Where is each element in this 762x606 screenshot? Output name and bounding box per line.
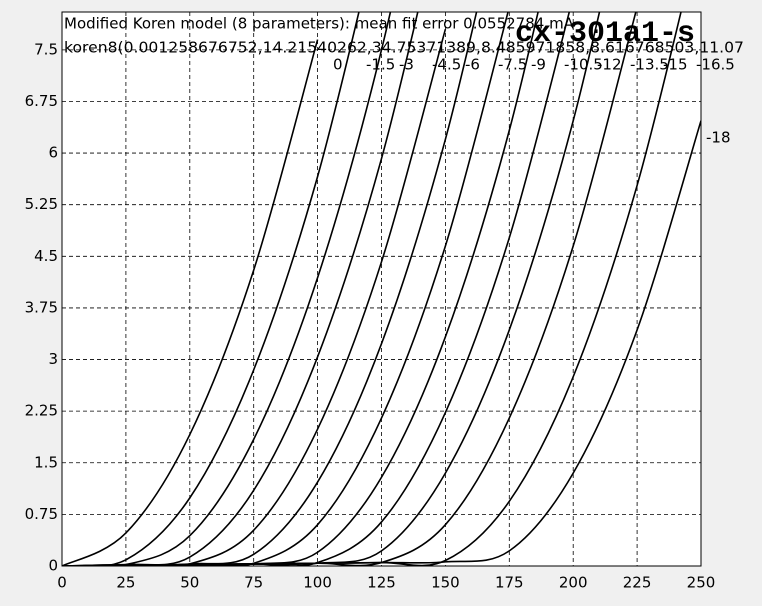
curves [62, 12, 701, 566]
curve-label: 0 [333, 56, 343, 74]
curve-label: -10.5 [564, 56, 603, 74]
chart-title: Modified Koren model (8 parameters): mea… [64, 15, 575, 33]
curve-label: -4.5 [432, 56, 461, 74]
grid [61, 12, 702, 567]
y-tick-label: 4.5 [34, 247, 58, 265]
curve-label: -3 [399, 56, 414, 74]
x-tick-label: 100 [303, 574, 332, 592]
y-tick-label: 5.25 [25, 195, 58, 213]
x-tick-label: 150 [431, 574, 460, 592]
y-tick-label: 3.75 [25, 298, 58, 316]
x-tick-label: 0 [57, 574, 67, 592]
y-tick-label: 2.25 [25, 402, 58, 420]
x-tick-label: 125 [367, 574, 396, 592]
x-tick-label: 200 [559, 574, 588, 592]
y-tick-label: 0 [48, 557, 58, 575]
y-tick-label: 0.75 [25, 505, 58, 523]
y-tick-label: 3 [48, 350, 58, 368]
curve-label: -9 [531, 56, 546, 74]
annotation: cx-301a1-s [515, 17, 695, 51]
curve [62, 39, 319, 566]
y-tick-label: 1.5 [34, 453, 58, 471]
curve-label: -13.5 [630, 56, 669, 74]
curve-label: -7.5 [498, 56, 527, 74]
curve [62, 12, 392, 566]
curve-label: -6 [465, 56, 480, 74]
curve [62, 120, 701, 566]
curve-label: -12 [597, 56, 622, 74]
curve [62, 12, 360, 566]
y-tick-label: 7.5 [34, 40, 58, 58]
x-tick-label: 225 [623, 574, 652, 592]
x-tick-label: 175 [495, 574, 524, 592]
x-tick-label: 25 [116, 574, 135, 592]
x-tick-label: 250 [687, 574, 716, 592]
curve-label: -15 [663, 56, 688, 74]
y-tick-label: 6.75 [25, 92, 58, 110]
curve-label: -18 [706, 129, 731, 147]
y-tick-label: 6 [48, 144, 58, 162]
chart-subtitle: koren8(0.001258676752,14.21540262,34.753… [64, 39, 744, 57]
x-tick-label: 75 [244, 574, 263, 592]
curve-label: -1.5 [366, 56, 395, 74]
x-tick-label: 50 [180, 574, 199, 592]
curve-label: -16.5 [696, 56, 735, 74]
